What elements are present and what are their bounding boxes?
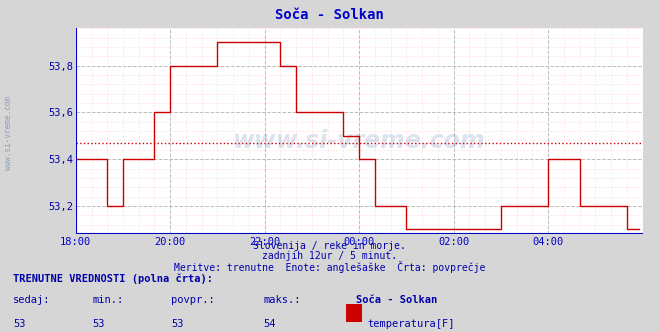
Text: www.si-vreme.com: www.si-vreme.com — [4, 96, 13, 170]
Text: 53: 53 — [92, 319, 105, 329]
Text: zadnjih 12ur / 5 minut.: zadnjih 12ur / 5 minut. — [262, 251, 397, 261]
Text: maks.:: maks.: — [264, 295, 301, 305]
Text: 53: 53 — [171, 319, 184, 329]
Text: Soča - Solkan: Soča - Solkan — [275, 8, 384, 22]
Text: min.:: min.: — [92, 295, 123, 305]
Text: www.si-vreme.com: www.si-vreme.com — [233, 129, 486, 153]
Text: Soča - Solkan: Soča - Solkan — [356, 295, 437, 305]
Text: 54: 54 — [264, 319, 276, 329]
Text: 53: 53 — [13, 319, 26, 329]
Text: TRENUTNE VREDNOSTI (polna črta):: TRENUTNE VREDNOSTI (polna črta): — [13, 274, 213, 285]
Text: sedaj:: sedaj: — [13, 295, 51, 305]
Text: Meritve: trenutne  Enote: anglešaške  Črta: povprečje: Meritve: trenutne Enote: anglešaške Črta… — [174, 261, 485, 273]
Text: povpr.:: povpr.: — [171, 295, 215, 305]
Text: temperatura[F]: temperatura[F] — [368, 319, 455, 329]
Text: Slovenija / reke in morje.: Slovenija / reke in morje. — [253, 241, 406, 251]
